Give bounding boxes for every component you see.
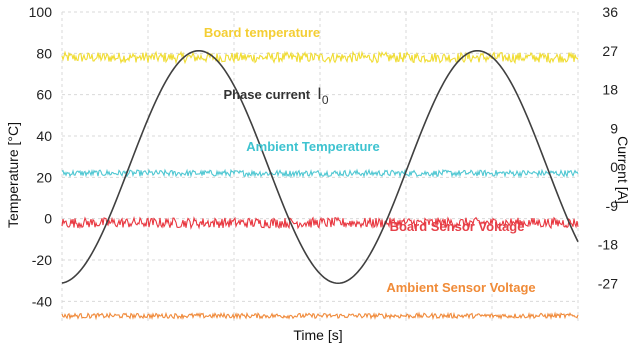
series-line-board-temperature (61, 50, 579, 65)
left-tick-label: 60 (36, 87, 52, 103)
series-line-ambient-temperature (61, 168, 579, 179)
series-line-ambient-sensor-voltage (61, 311, 579, 321)
right-axis-title: Current [A] (615, 136, 631, 204)
left-tick-label: 80 (36, 45, 52, 61)
series-label-board-sensor-voltage: Board Sensor Voltage (390, 219, 525, 234)
series-label-ambient-sensor-voltage: Ambient Sensor Voltage (386, 280, 535, 295)
right-tick-label: 27 (602, 43, 618, 59)
x-axis-title: Time [s] (293, 327, 342, 343)
series-label-phase-current: Phase current I0 (223, 84, 328, 107)
series-line-phase-current (61, 49, 579, 285)
series-label-board-temperature: Board temperature (204, 25, 320, 40)
right-tick-label: 36 (602, 4, 618, 20)
series-line-board-sensor-voltage (61, 215, 579, 230)
left-tick-label: 100 (29, 4, 53, 20)
left-tick-label: -40 (32, 293, 52, 309)
series-layer (61, 49, 579, 321)
left-axis-ticks: 100 80 60 40 20 0 -20 -40 (29, 4, 53, 309)
right-tick-label: 9 (610, 120, 618, 136)
right-tick-label: 0 (610, 159, 618, 175)
phase-current-subscript: 0 (322, 93, 329, 107)
left-axis-title: Temperature [°C] (5, 122, 21, 228)
right-tick-label: -27 (598, 275, 618, 291)
right-tick-label: 18 (602, 82, 618, 98)
right-axis-ticks: 36 27 18 9 0 -9 -18 -27 (598, 4, 618, 291)
left-tick-label: -20 (32, 252, 52, 268)
left-tick-label: 40 (36, 128, 52, 144)
left-tick-label: 0 (44, 211, 52, 227)
left-tick-label: 20 (36, 169, 52, 185)
right-tick-label: -9 (606, 198, 619, 214)
series-label-ambient-temperature: Ambient Temperature (246, 139, 379, 154)
right-tick-label: -18 (598, 237, 618, 253)
series-labels: Board temperature Ambient Temperature Boar… (204, 25, 536, 295)
phase-current-symbol: I (317, 84, 322, 103)
grid (61, 11, 579, 322)
